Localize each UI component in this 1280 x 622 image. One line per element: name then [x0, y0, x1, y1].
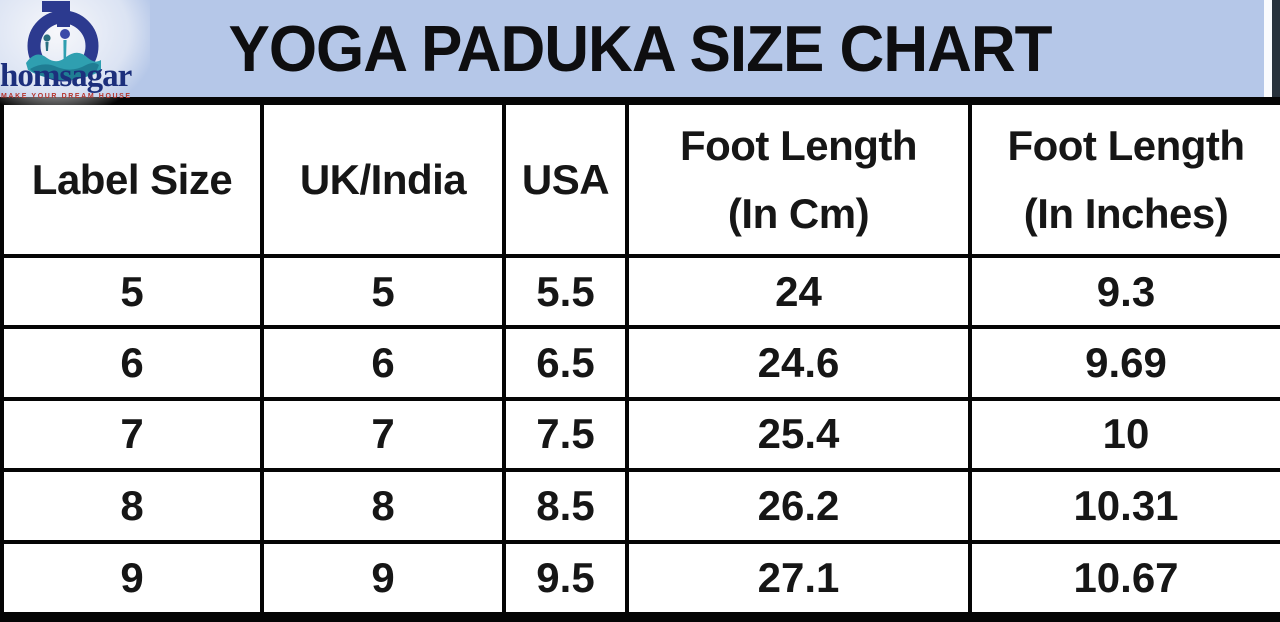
cell-label-size: 8 — [0, 468, 264, 544]
cell-foot-inch: 10.31 — [968, 468, 1280, 544]
cell-uk-india: 5 — [260, 253, 506, 330]
band-right-dark-edge — [1272, 0, 1280, 97]
brand-logo: homsagar MAKE YOUR DREAM HOUSE — [0, 0, 158, 122]
table-row: 6 6 6.5 24.6 9.69 — [0, 325, 1280, 401]
col-header-uk-india: UK/India — [260, 99, 506, 258]
col-header-foot-length-inches: Foot Length (In Inches) — [968, 99, 1280, 258]
cell-foot-inch: 9.3 — [968, 253, 1280, 330]
cell-label-size: 6 — [0, 325, 264, 401]
header-row: Label Size UK/India USA Foot Length (In … — [0, 99, 1280, 258]
homsagar-water-home-icon — [26, 1, 101, 82]
title-band: YOGA PADUKA SIZE CHART — [0, 0, 1280, 97]
page-title: YOGA PADUKA SIZE CHART — [228, 13, 1052, 86]
cell-foot-inch: 10.67 — [968, 539, 1280, 619]
band-right-white-edge — [1264, 0, 1272, 97]
cell-foot-cm: 25.4 — [625, 396, 972, 473]
cell-usa: 6.5 — [502, 325, 629, 401]
cell-uk-india: 8 — [260, 468, 506, 544]
table-row: 8 8 8.5 26.2 10.31 — [0, 468, 1280, 544]
cell-uk-india: 9 — [260, 539, 506, 619]
col-header-usa: USA — [502, 99, 629, 258]
brand-name: homsagar — [0, 58, 132, 94]
table-row: 9 9 9.5 27.1 10.67 — [0, 539, 1280, 619]
col-header-label-size: Label Size — [0, 99, 264, 258]
cell-usa: 9.5 — [502, 539, 629, 619]
cell-uk-india: 7 — [260, 396, 506, 473]
brand-tagline: MAKE YOUR DREAM HOUSE — [1, 93, 132, 100]
cell-usa: 7.5 — [502, 396, 629, 473]
size-chart-table: Label Size UK/India USA Foot Length (In … — [0, 97, 1280, 622]
cell-foot-cm: 26.2 — [625, 468, 972, 544]
cell-foot-inch: 10 — [968, 396, 1280, 473]
cell-usa: 5.5 — [502, 253, 629, 330]
cell-label-size: 5 — [0, 253, 264, 330]
cell-foot-cm: 27.1 — [625, 539, 972, 619]
table-row: 7 7 7.5 25.4 10 — [0, 396, 1280, 473]
cell-usa: 8.5 — [502, 468, 629, 544]
cell-label-size: 9 — [0, 539, 264, 619]
col-header-foot-length-cm: Foot Length (In Cm) — [625, 99, 972, 258]
cell-label-size: 7 — [0, 396, 264, 473]
table-row: 5 5 5.5 24 9.3 — [0, 253, 1280, 330]
cell-foot-cm: 24 — [625, 253, 972, 330]
cell-foot-inch: 9.69 — [968, 325, 1280, 401]
cell-foot-cm: 24.6 — [625, 325, 972, 401]
cell-uk-india: 6 — [260, 325, 506, 401]
